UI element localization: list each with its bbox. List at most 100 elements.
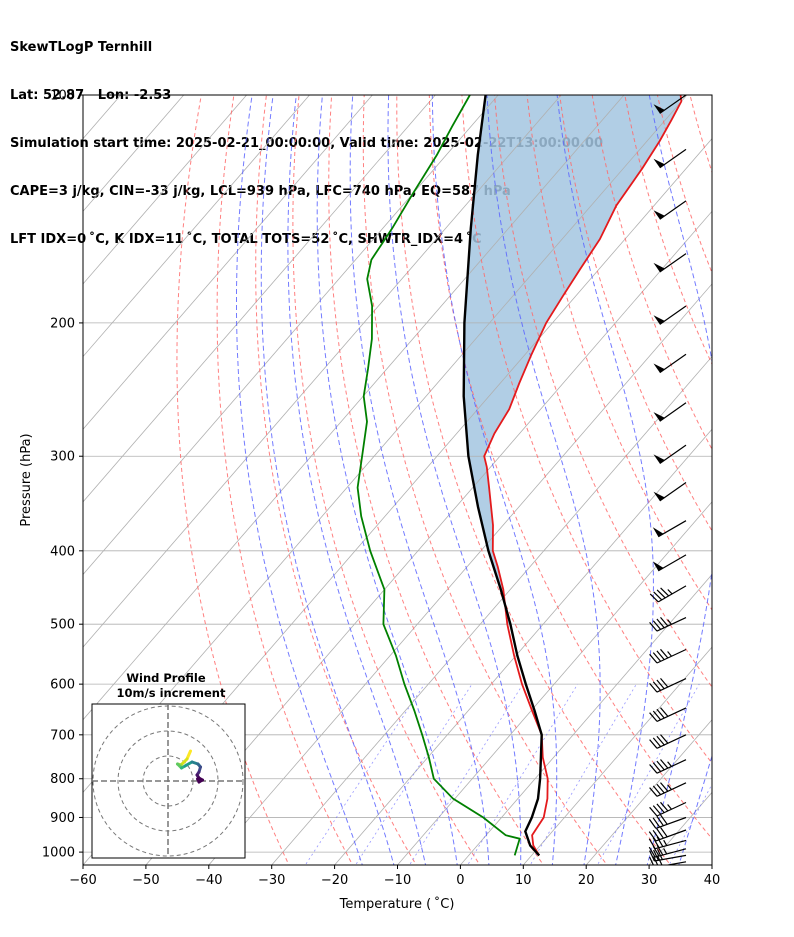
barb-full: [656, 855, 663, 865]
barb-half: [667, 804, 672, 810]
isotherm-line: [648, 791, 712, 865]
barb-staff: [654, 839, 687, 850]
mixing-ratio-line: [596, 683, 700, 865]
moist-adiabat-line: [646, 95, 712, 865]
wind-barb: [648, 814, 687, 829]
barb-full: [656, 735, 665, 746]
y-tick-label: 800: [50, 772, 75, 787]
wind-barb: [648, 827, 687, 842]
x-tick-label: −20: [321, 873, 348, 888]
barb-half: [667, 784, 672, 790]
dry-adiabat-line: [755, 95, 794, 868]
barb-staff: [655, 829, 687, 842]
x-tick-label: −40: [195, 873, 222, 888]
dry-adiabat-line: [461, 95, 712, 764]
x-axis: −60 −50 −40 −30 −20 −10 0 10 20 30 40: [69, 865, 720, 888]
wind-barb: [653, 253, 687, 273]
dry-adiabat-line: [526, 95, 712, 611]
moist-adiabat-line: [316, 95, 458, 865]
moist-adiabat-lines: [236, 95, 712, 865]
isotherm-line: [208, 283, 712, 865]
barb-full: [652, 785, 662, 795]
x-tick-label: 0: [456, 873, 464, 888]
barb-full: [649, 683, 658, 693]
y-tick-label: 400: [50, 544, 75, 559]
x-tick-label: −10: [384, 873, 411, 888]
barb-full: [656, 849, 663, 860]
x-tick-label: 40: [704, 873, 721, 888]
barb-staff: [657, 585, 687, 603]
barb-full: [656, 836, 664, 847]
dry-adiabat-line: [396, 95, 672, 865]
barb-full: [652, 762, 662, 772]
barb-staff: [659, 402, 687, 422]
wind-barb: [649, 585, 687, 603]
x-tick-label: 10: [515, 873, 532, 888]
barb-full: [656, 679, 665, 690]
barb-full: [660, 587, 670, 597]
barb-flag: [652, 527, 664, 537]
stability-indices: LFT IDX=0 ˚C, K IDX=11 ˚C, TOTAL TOTS=52…: [10, 232, 482, 247]
parcel-path-line: [462, 95, 543, 857]
barb-staff: [659, 353, 687, 374]
isotherm-line: [83, 95, 499, 576]
barb-half: [667, 589, 673, 595]
chart-title: SkewTLogP Ternhill: [10, 40, 153, 55]
barb-full: [656, 828, 664, 839]
wind-barb: [649, 849, 687, 862]
dry-adiabat-line: [362, 95, 608, 865]
mixing-ratio-line: [409, 683, 524, 865]
moist-adiabat-line: [678, 754, 712, 865]
dry-adiabat-line: [292, 95, 481, 865]
mixing-ratio-line: [529, 683, 637, 865]
barb-full: [649, 653, 658, 664]
isotherm-line: [522, 646, 712, 865]
barb-full: [656, 760, 665, 771]
barb-flag: [653, 412, 665, 422]
barb-full: [652, 805, 662, 815]
barb-staff: [659, 444, 687, 464]
isotherm-line: [585, 719, 712, 865]
barb-full: [660, 827, 668, 838]
dry-adiabat-line: [328, 95, 545, 865]
inset-subtitle: 10m/s increment: [117, 686, 226, 700]
dry-adiabat-line: [216, 95, 354, 865]
y-tick-label: 700: [50, 728, 75, 743]
barb-full: [652, 829, 661, 840]
barb-staff: [659, 95, 687, 114]
barb-staff: [656, 707, 687, 722]
barb-full: [649, 850, 656, 862]
isotherm-line: [460, 573, 712, 865]
isotherm-line: [83, 95, 373, 430]
wind-profile-inset: Wind Profile 10m/s increment: [91, 671, 246, 859]
wind-barb: [649, 782, 687, 797]
barb-flag: [652, 561, 664, 571]
isotherm-line: [83, 95, 625, 721]
barb-full: [660, 814, 668, 825]
mixing-ratio-line: [467, 683, 578, 865]
barb-full: [656, 708, 665, 719]
wind-barb: [653, 482, 687, 502]
barb-full: [652, 710, 662, 721]
y-tick-label: 900: [50, 811, 75, 826]
wind-barb: [652, 554, 687, 572]
wind-barb: [649, 648, 687, 664]
barb-full: [660, 648, 669, 659]
dry-adiabat-line: [689, 95, 712, 174]
isotherm-line: [83, 95, 562, 648]
wind-barb: [649, 734, 687, 749]
barb-staff: [659, 253, 687, 273]
hodograph-segment: [196, 777, 201, 784]
barb-staff: [656, 678, 687, 693]
mixing-ratio-line: [355, 683, 473, 865]
wind-barb: [649, 617, 687, 632]
dry-adiabat-line: [624, 95, 712, 366]
dry-adiabat-line: [255, 95, 417, 865]
barb-staff: [656, 734, 687, 749]
dry-adiabat-line: [591, 95, 712, 451]
temperature-line: [483, 95, 683, 856]
barb-full: [648, 838, 656, 850]
barb-flag: [653, 262, 665, 272]
x-tick-label: −30: [258, 873, 285, 888]
y-tick-label: 600: [50, 678, 75, 693]
